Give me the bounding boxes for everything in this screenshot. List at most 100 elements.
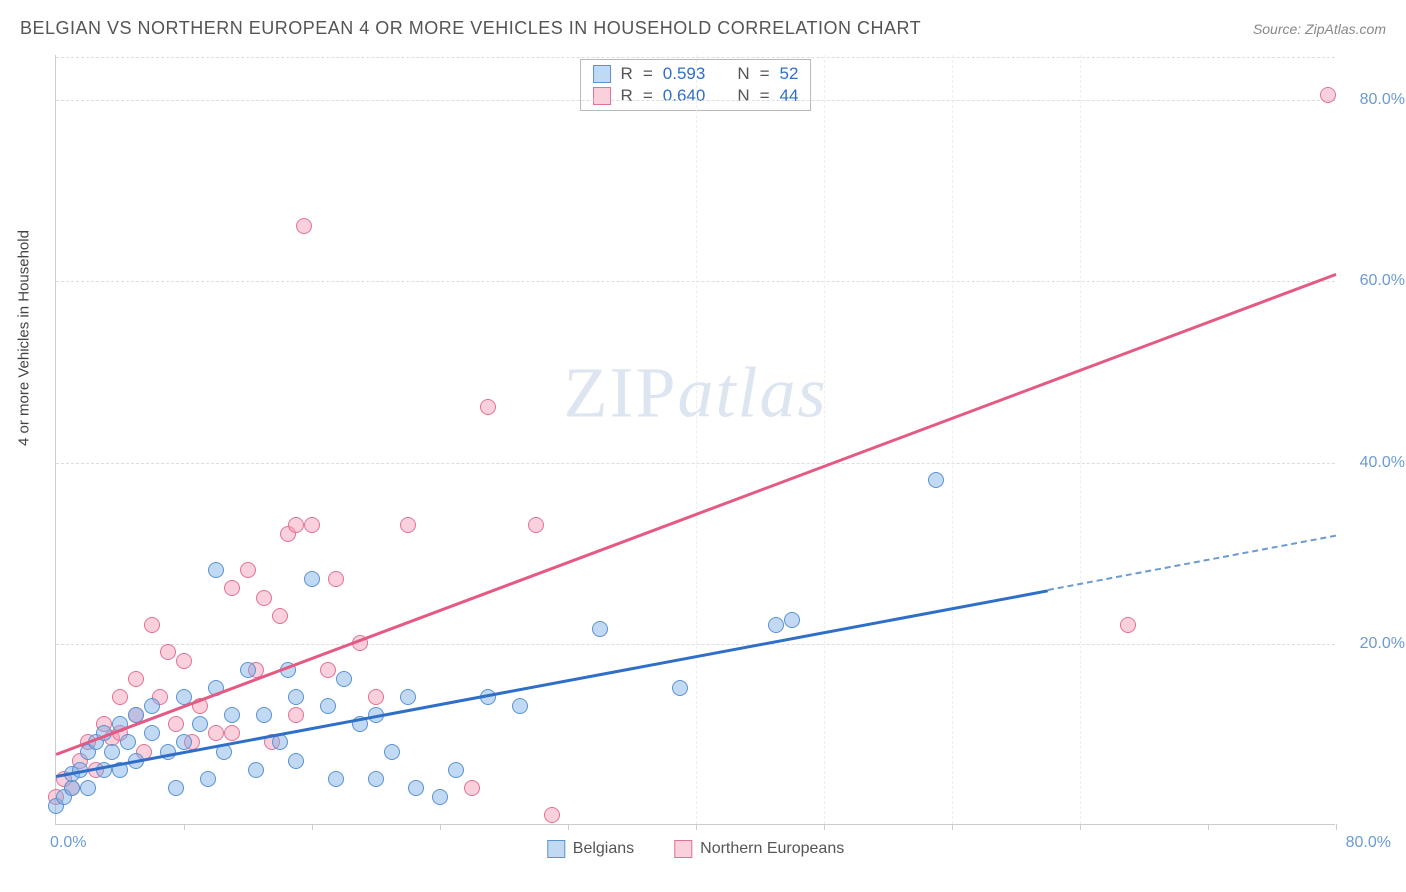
scatter-point-northern	[296, 218, 312, 234]
y-tick-label: 20.0%	[1360, 635, 1405, 653]
scatter-plot: ZIPatlas R=0.593N=52R=0.640N=44 20.0%40.…	[55, 55, 1335, 825]
scatter-point-northern	[160, 644, 176, 660]
scatter-point-belgian	[288, 753, 304, 769]
scatter-point-belgian	[272, 734, 288, 750]
x-tick-minor	[1336, 824, 1337, 830]
x-end-label: 80.0%	[1346, 834, 1391, 852]
x-origin-label: 0.0%	[50, 834, 86, 852]
equals-sign: =	[760, 86, 770, 106]
scatter-point-northern	[400, 517, 416, 533]
legend-swatch	[593, 87, 611, 105]
scatter-point-belgian	[304, 571, 320, 587]
scatter-point-belgian	[168, 780, 184, 796]
trend-line	[1048, 535, 1336, 591]
equals-sign: =	[760, 64, 770, 84]
stat-r-value: 0.593	[663, 64, 706, 84]
y-tick-label: 60.0%	[1360, 272, 1405, 290]
series-legend: Belgians Northern Europeans	[547, 840, 844, 858]
legend-swatch	[674, 840, 692, 858]
source-attribution: Source: ZipAtlas.com	[1253, 21, 1386, 37]
scatter-point-northern	[480, 399, 496, 415]
scatter-point-belgian	[672, 680, 688, 696]
legend-label: Belgians	[573, 840, 634, 858]
scatter-point-northern	[112, 689, 128, 705]
x-tick-minor	[440, 824, 441, 830]
scatter-point-northern	[224, 725, 240, 741]
scatter-point-belgian	[432, 789, 448, 805]
scatter-point-northern	[288, 707, 304, 723]
y-tick-label: 80.0%	[1360, 91, 1405, 109]
scatter-point-northern	[1320, 87, 1336, 103]
scatter-point-northern	[304, 517, 320, 533]
scatter-point-northern	[528, 517, 544, 533]
scatter-point-belgian	[928, 472, 944, 488]
x-tick-minor	[824, 824, 825, 830]
legend-item: Belgians	[547, 840, 634, 858]
scatter-point-belgian	[144, 698, 160, 714]
scatter-point-belgian	[208, 562, 224, 578]
scatter-point-northern	[224, 580, 240, 596]
legend-label: Northern Europeans	[700, 840, 844, 858]
legend-item: Northern Europeans	[674, 840, 844, 858]
scatter-point-northern	[272, 608, 288, 624]
scatter-point-belgian	[328, 771, 344, 787]
scatter-point-northern	[168, 716, 184, 732]
stat-n-label: N	[737, 86, 749, 106]
legend-swatch	[547, 840, 565, 858]
x-tick-minor	[312, 824, 313, 830]
x-tick-minor	[952, 824, 953, 830]
scatter-point-northern	[208, 725, 224, 741]
x-tick-minor	[1208, 824, 1209, 830]
scatter-point-belgian	[784, 612, 800, 628]
scatter-point-belgian	[200, 771, 216, 787]
chart-title: BELGIAN VS NORTHERN EUROPEAN 4 OR MORE V…	[20, 18, 921, 39]
gridline-vertical	[696, 55, 697, 824]
scatter-point-belgian	[248, 762, 264, 778]
scatter-point-northern	[288, 517, 304, 533]
scatter-point-belgian	[592, 621, 608, 637]
gridline-vertical	[1080, 55, 1081, 824]
scatter-point-belgian	[144, 725, 160, 741]
gridline-vertical	[952, 55, 953, 824]
scatter-point-northern	[328, 571, 344, 587]
scatter-point-belgian	[512, 698, 528, 714]
scatter-point-northern	[144, 617, 160, 633]
scatter-point-belgian	[120, 734, 136, 750]
y-tick-label: 40.0%	[1360, 454, 1405, 472]
scatter-point-belgian	[224, 707, 240, 723]
scatter-point-northern	[368, 689, 384, 705]
scatter-point-northern	[128, 671, 144, 687]
stat-r-label: R	[621, 86, 633, 106]
scatter-point-belgian	[192, 716, 208, 732]
trend-line	[56, 589, 1048, 777]
legend-swatch	[593, 65, 611, 83]
x-tick-minor	[696, 824, 697, 830]
scatter-point-northern	[256, 590, 272, 606]
stat-n-value: 52	[780, 64, 799, 84]
scatter-point-northern	[320, 662, 336, 678]
scatter-point-belgian	[448, 762, 464, 778]
scatter-point-belgian	[768, 617, 784, 633]
x-tick-minor	[568, 824, 569, 830]
x-tick-minor	[1080, 824, 1081, 830]
gridline-vertical	[824, 55, 825, 824]
scatter-point-northern	[464, 780, 480, 796]
scatter-point-northern	[176, 653, 192, 669]
scatter-point-belgian	[320, 698, 336, 714]
scatter-point-northern	[1120, 617, 1136, 633]
scatter-point-belgian	[240, 662, 256, 678]
x-tick-minor	[184, 824, 185, 830]
scatter-point-northern	[544, 807, 560, 823]
scatter-point-belgian	[400, 689, 416, 705]
y-axis-label: 4 or more Vehicles in Household	[16, 230, 33, 446]
stat-r-label: R	[621, 64, 633, 84]
scatter-point-belgian	[256, 707, 272, 723]
scatter-point-northern	[240, 562, 256, 578]
equals-sign: =	[643, 64, 653, 84]
scatter-point-belgian	[80, 780, 96, 796]
stat-n-label: N	[737, 64, 749, 84]
scatter-point-belgian	[288, 689, 304, 705]
scatter-point-belgian	[408, 780, 424, 796]
equals-sign: =	[643, 86, 653, 106]
scatter-point-belgian	[384, 744, 400, 760]
